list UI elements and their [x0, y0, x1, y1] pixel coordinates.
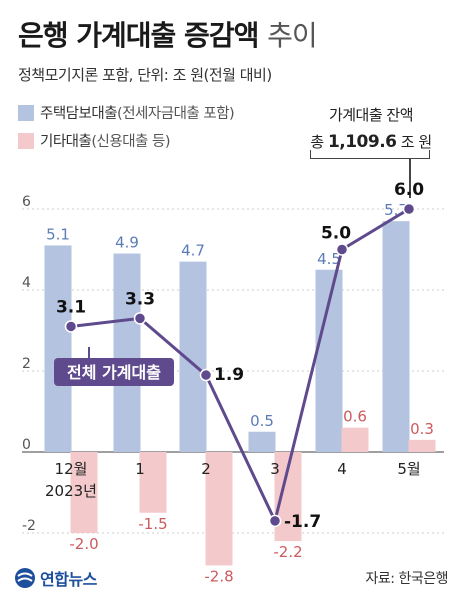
- y-tick-label: 0: [22, 437, 31, 453]
- balance-value: 1,109.6: [327, 132, 397, 152]
- bar-other-value-label: -2.0: [69, 535, 98, 553]
- legend-other-label: 기타대출: [40, 134, 92, 150]
- bar-mortgage: [248, 431, 276, 452]
- balance-label: 가계대출 잔액: [328, 106, 414, 124]
- x-tick-label: 5월: [397, 460, 420, 478]
- total-point: [199, 368, 213, 382]
- total-value-label: 6.0: [394, 180, 424, 200]
- bar-other: [408, 439, 436, 452]
- x-year-label: 2023년: [45, 482, 97, 500]
- bar-mortgage: [113, 253, 141, 452]
- bar-mortgage: [44, 245, 72, 452]
- x-tick-label: 2: [201, 460, 211, 478]
- y-tick-label: -2: [22, 518, 36, 534]
- x-tick-label: 1: [135, 460, 145, 478]
- y-tick-label: 6: [22, 194, 31, 210]
- legend-swatch-other: [18, 132, 34, 149]
- y-tick-label: 4: [22, 275, 31, 291]
- total-value-label: -1.7: [284, 512, 321, 532]
- globe-icon: [15, 568, 35, 588]
- legend-mortgage-label: 주택담보대출: [40, 106, 118, 122]
- total-value-label: 3.1: [56, 297, 86, 317]
- total-value-label: 3.3: [125, 289, 155, 309]
- bar-mortgage-value-label: 0.5: [250, 412, 274, 430]
- chart-subtitle: 정책모기지론 포함, 단위: 조 원(전월 대비): [18, 66, 272, 84]
- legend-swatch-mortgage: [18, 104, 34, 121]
- bar-other: [139, 452, 167, 513]
- news-logo: 연합뉴스: [14, 566, 97, 590]
- x-tick-label: 3: [270, 460, 280, 478]
- total-point: [335, 243, 349, 256]
- title-main: 은행 가계대출 증감액: [18, 19, 259, 52]
- total-point: [268, 514, 282, 528]
- total-point: [133, 312, 147, 325]
- total-point: [64, 320, 78, 333]
- chart-title: 은행 가계대출 증감액 추이: [18, 14, 318, 54]
- bar-other: [341, 427, 369, 452]
- total-value-label: 5.0: [321, 224, 351, 244]
- bar-other: [205, 452, 233, 566]
- title-light: 추이: [267, 19, 318, 52]
- bar-other-value-label: 0.3: [410, 420, 434, 438]
- bar-other-value-label: -2.8: [204, 567, 233, 585]
- logo-text: 연합뉴스: [40, 570, 97, 589]
- balance-prefix: 총: [310, 133, 324, 151]
- x-tick-label: 4: [337, 460, 347, 478]
- bar-other-value-label: -2.2: [273, 543, 302, 561]
- x-tick-label: 12월: [55, 460, 88, 478]
- bar-mortgage-value-label: 4.7: [181, 242, 205, 260]
- legend-mortgage-note: (전세자금대출 포함): [117, 106, 235, 122]
- bar-other-value-label: -1.5: [138, 515, 167, 533]
- bar-other: [70, 452, 98, 533]
- series-label: 전체 가계대출: [67, 363, 161, 382]
- bar-mortgage-value-label: 4.5: [317, 250, 341, 268]
- bar-other-value-label: 0.6: [343, 408, 367, 426]
- balance-annotation: 가계대출 잔액 총 1,109.6 조 원: [296, 104, 446, 152]
- legend-other: 기타대출 (신용대출 등): [18, 130, 170, 151]
- bar-mortgage: [382, 221, 410, 452]
- series-label-box: [54, 358, 174, 386]
- bar-mortgage-value-label: 4.9: [115, 234, 139, 252]
- legend-mortgage: 주택담보대출 (전세자금대출 포함): [18, 102, 235, 123]
- y-tick-label: 2: [22, 356, 31, 372]
- balance-unit: 조 원: [400, 133, 432, 151]
- bar-mortgage-value-label: 5.1: [46, 225, 70, 243]
- legend-other-note: (신용대출 등): [91, 134, 170, 150]
- total-line: [70, 207, 410, 523]
- total-point: [402, 202, 416, 216]
- balance-bracket: [310, 150, 430, 159]
- total-value-label: 1.9: [214, 365, 244, 385]
- balance-pointer: [409, 158, 411, 198]
- source-note: 자료: 한국은행: [365, 571, 449, 587]
